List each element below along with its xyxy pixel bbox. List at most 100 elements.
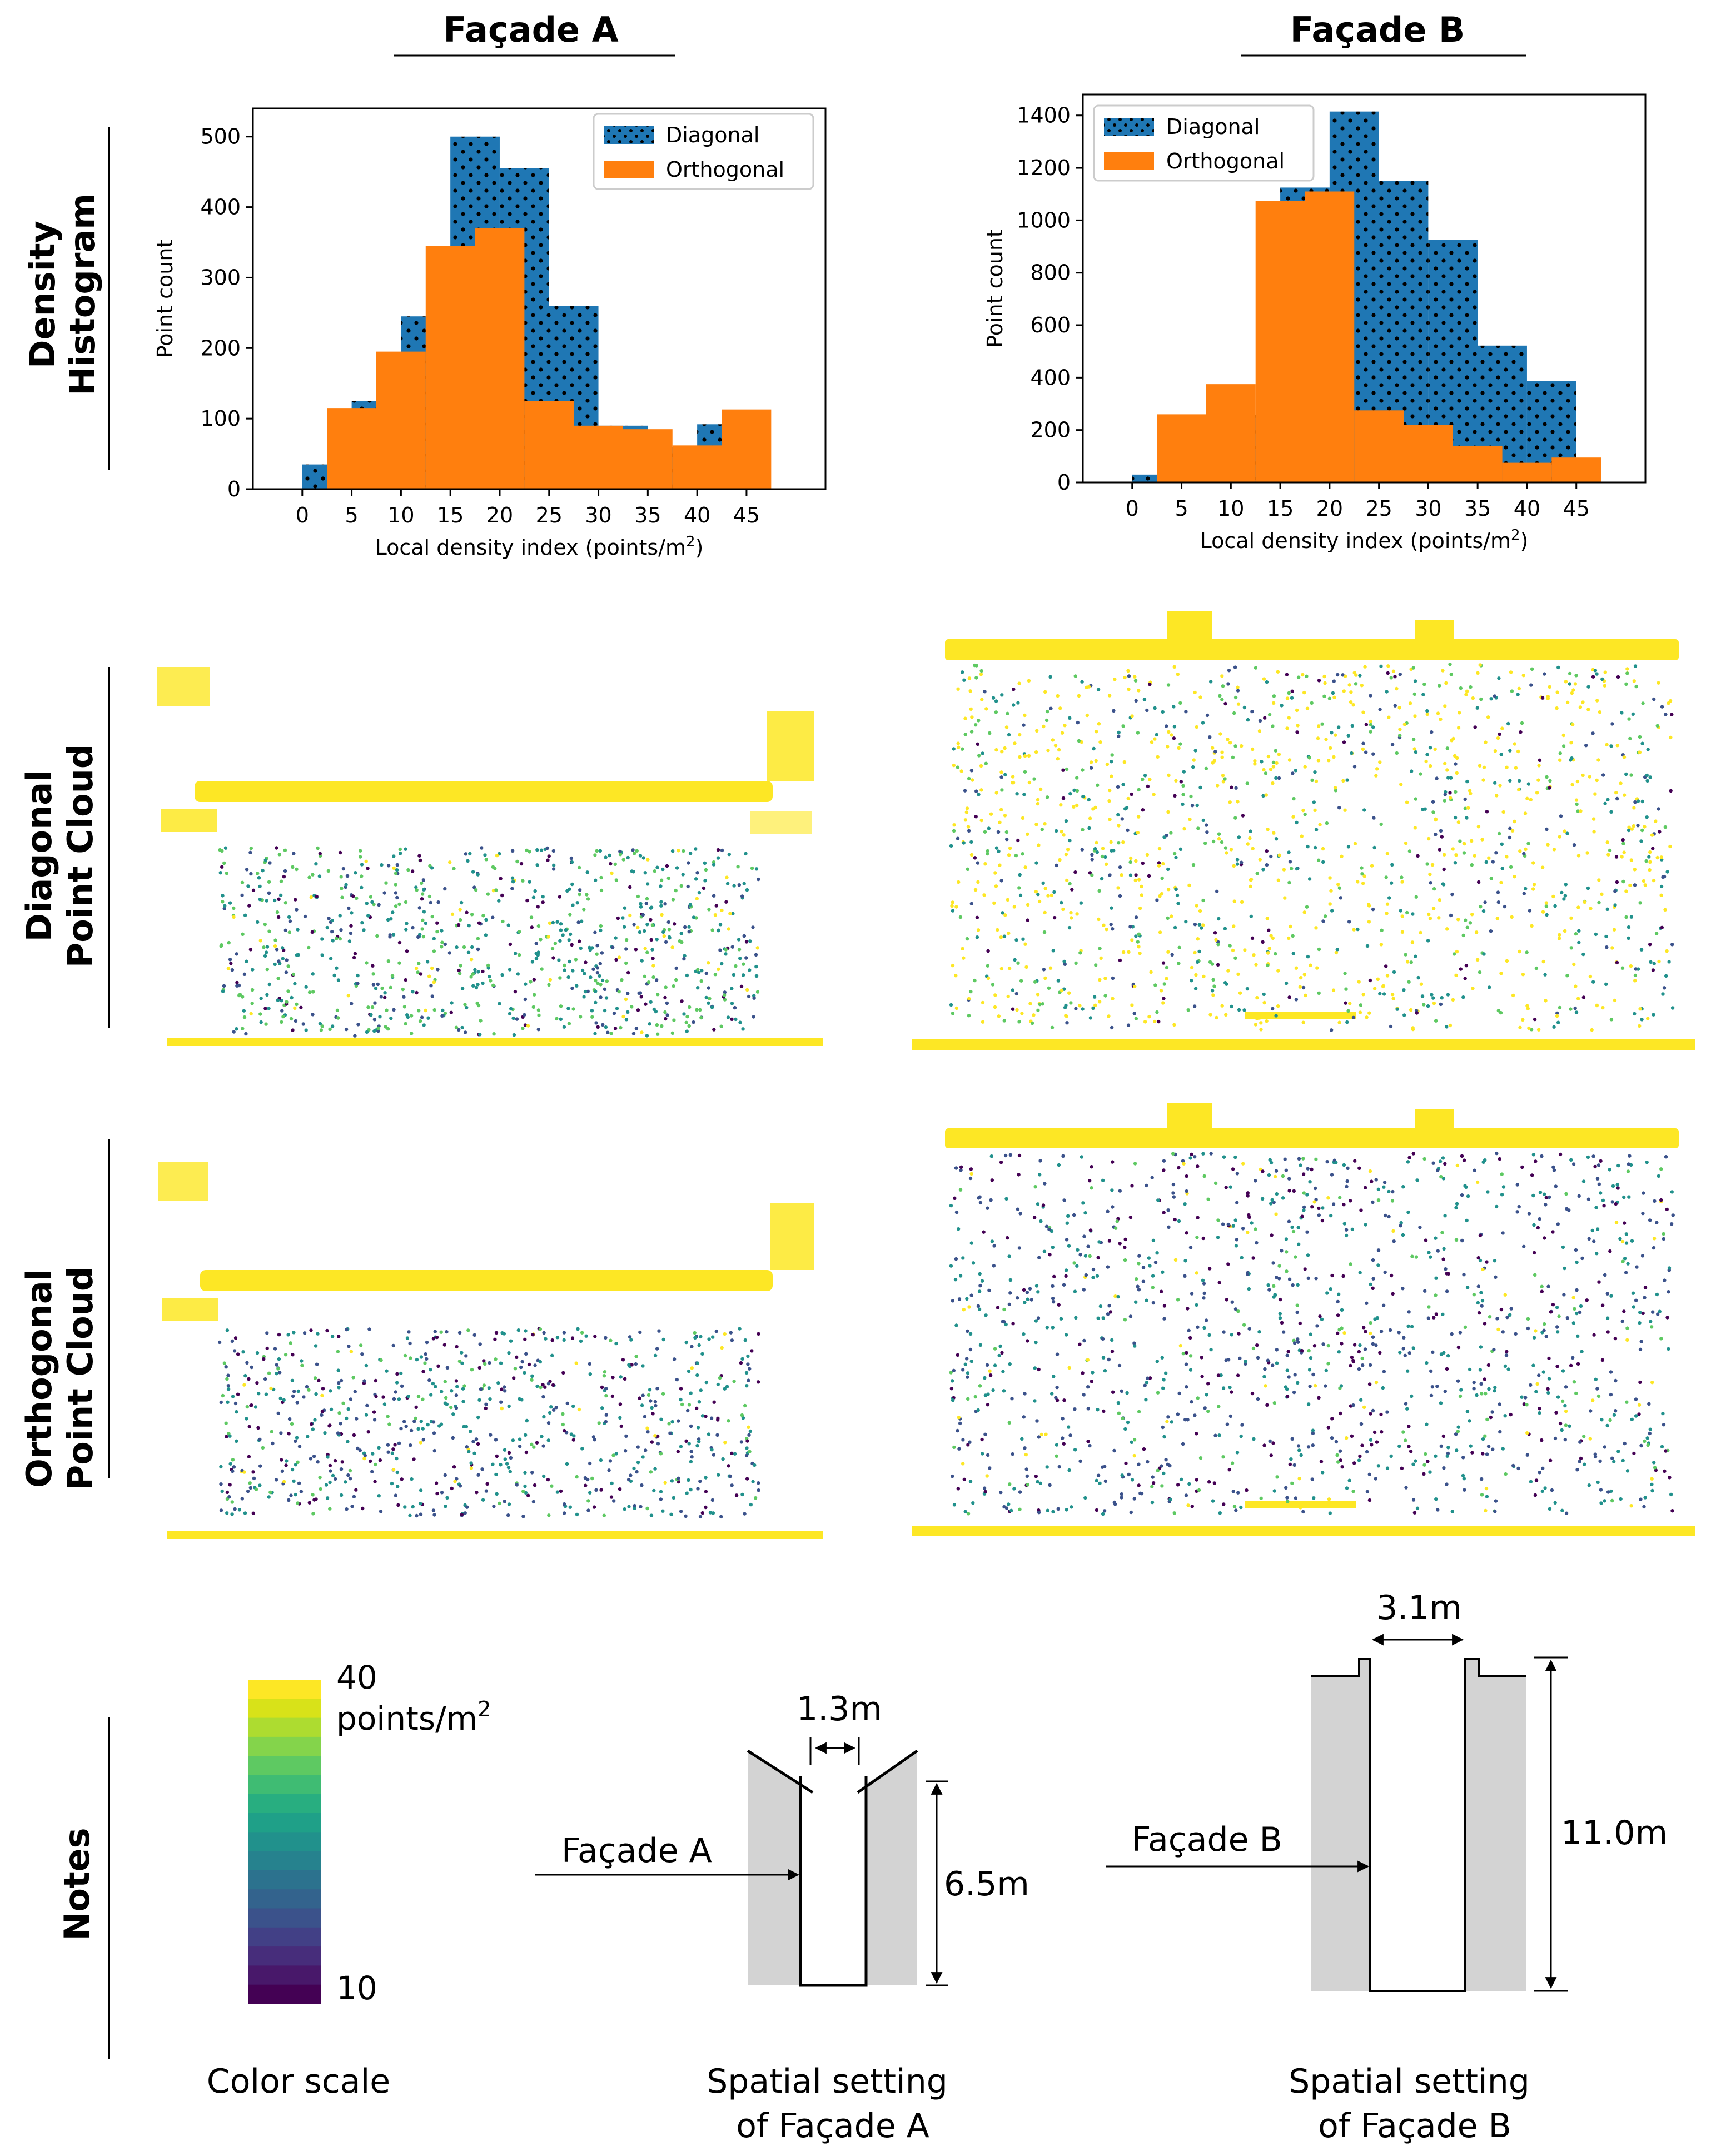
point xyxy=(595,966,600,970)
point xyxy=(1287,716,1291,720)
point xyxy=(1160,1484,1164,1488)
point xyxy=(1542,1328,1546,1332)
point xyxy=(1202,974,1206,979)
point xyxy=(1513,819,1516,824)
point xyxy=(1311,1372,1315,1377)
point xyxy=(442,1343,446,1347)
point xyxy=(443,942,447,947)
x-axis-label: Local density index (points/m2) xyxy=(375,534,704,560)
point xyxy=(1118,958,1122,963)
point xyxy=(509,1339,513,1343)
point xyxy=(688,1005,692,1009)
point xyxy=(1342,1163,1346,1167)
point xyxy=(1162,1317,1166,1321)
point xyxy=(426,1016,430,1020)
point xyxy=(1161,1425,1165,1430)
point xyxy=(1573,1006,1577,1010)
point xyxy=(569,1432,574,1436)
point xyxy=(417,1009,421,1013)
point xyxy=(1529,683,1533,687)
point xyxy=(386,864,391,868)
point xyxy=(1455,1448,1459,1452)
point xyxy=(1212,1481,1216,1485)
point xyxy=(1309,963,1312,967)
point xyxy=(548,978,553,982)
point xyxy=(402,1005,407,1009)
point xyxy=(1102,923,1106,928)
point xyxy=(1544,1196,1548,1200)
point xyxy=(1196,826,1200,830)
point xyxy=(1218,1511,1222,1515)
point xyxy=(636,1445,640,1449)
point xyxy=(754,867,759,871)
point xyxy=(1431,810,1435,814)
point xyxy=(1621,1259,1625,1263)
point xyxy=(1151,1481,1156,1485)
point xyxy=(339,1493,344,1497)
point xyxy=(677,849,680,853)
point xyxy=(1253,762,1257,766)
point xyxy=(580,1447,584,1451)
point xyxy=(653,1434,657,1438)
point xyxy=(1015,792,1019,796)
point xyxy=(256,872,260,875)
point xyxy=(1412,692,1416,696)
point xyxy=(1461,1456,1465,1460)
point xyxy=(1445,768,1449,772)
point xyxy=(1670,1190,1674,1194)
point xyxy=(1448,1023,1453,1028)
point xyxy=(1264,793,1268,797)
point xyxy=(1054,1396,1058,1400)
point xyxy=(1125,1391,1129,1395)
point xyxy=(259,997,263,1000)
point xyxy=(1482,952,1486,956)
point xyxy=(460,987,465,990)
point xyxy=(951,1012,955,1015)
bar-orthogonal-8 xyxy=(1551,457,1601,482)
point xyxy=(359,855,362,859)
point xyxy=(961,1256,965,1260)
point xyxy=(1525,1453,1529,1457)
point xyxy=(1270,1233,1274,1237)
point xyxy=(1604,982,1608,987)
point xyxy=(1321,919,1325,923)
point xyxy=(258,1437,262,1441)
point xyxy=(1568,682,1571,686)
point xyxy=(1264,771,1268,775)
point xyxy=(1572,1380,1576,1384)
point xyxy=(953,1196,957,1200)
point xyxy=(1425,862,1429,866)
point xyxy=(1389,1024,1393,1029)
point xyxy=(1097,722,1101,726)
point xyxy=(1346,1009,1350,1013)
point xyxy=(745,1477,749,1481)
point xyxy=(999,879,1003,883)
point xyxy=(1016,838,1020,843)
point xyxy=(1624,915,1628,919)
point xyxy=(1153,737,1157,741)
point xyxy=(1468,921,1473,925)
point xyxy=(1015,1296,1019,1300)
point xyxy=(718,1376,722,1380)
point xyxy=(1124,1461,1128,1466)
point xyxy=(1487,1387,1491,1391)
point xyxy=(1475,706,1479,710)
point xyxy=(1106,1265,1110,1269)
point xyxy=(421,1370,425,1373)
point xyxy=(273,944,277,948)
point xyxy=(1057,1303,1061,1307)
point xyxy=(1202,1296,1206,1300)
point xyxy=(1141,1279,1146,1283)
point xyxy=(1213,1433,1217,1437)
point xyxy=(1481,1437,1485,1441)
point xyxy=(1312,1200,1316,1204)
point xyxy=(1374,1178,1378,1182)
point xyxy=(336,978,341,982)
point xyxy=(1296,1444,1301,1448)
point xyxy=(1376,977,1380,982)
point xyxy=(317,874,322,878)
point xyxy=(1296,1340,1300,1344)
point xyxy=(1257,1330,1261,1334)
point xyxy=(1170,733,1173,737)
point xyxy=(476,937,480,940)
